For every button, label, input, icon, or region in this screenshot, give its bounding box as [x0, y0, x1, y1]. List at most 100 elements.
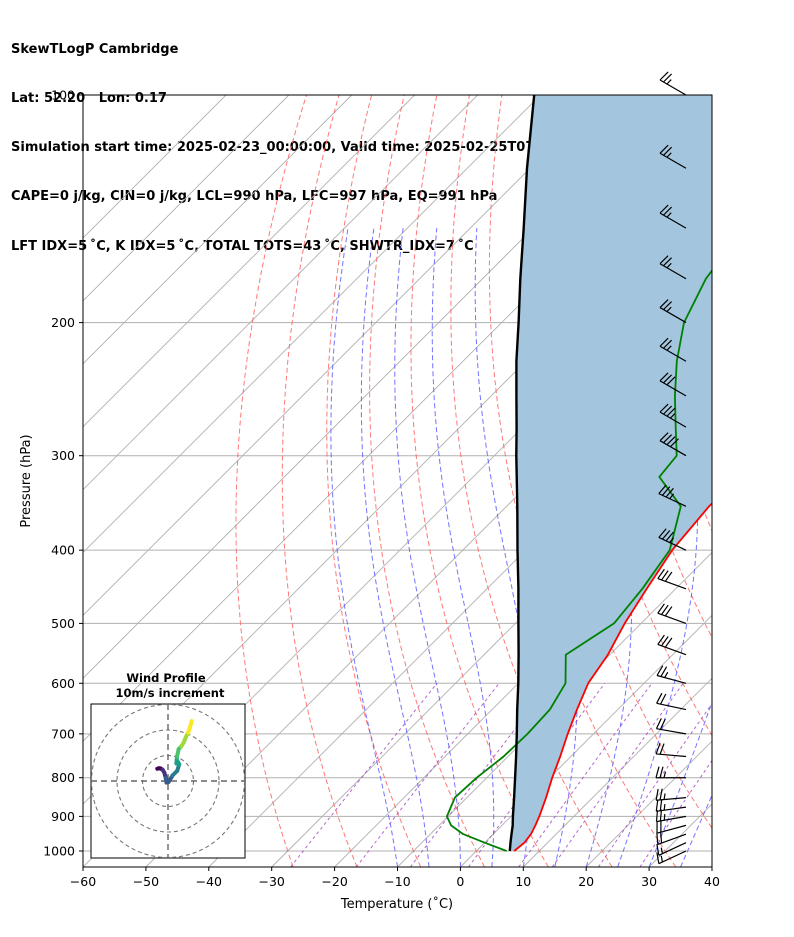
wind-barb-flag — [663, 405, 673, 415]
wind-barb-flag — [661, 486, 671, 496]
wind-barb-halfflag — [669, 537, 675, 543]
wind-barb-halfflag — [666, 212, 672, 218]
wind-barb-flag — [656, 665, 664, 676]
wind-barb-flag — [655, 799, 659, 812]
y-tick-label-400: 400 — [51, 543, 75, 558]
wind-barb-750 — [655, 743, 687, 758]
wind-barb-halfflag — [666, 152, 672, 158]
cape-shading-area — [509, 95, 712, 851]
wind-barb-flag — [659, 372, 669, 382]
wind-barb-halfflag — [663, 803, 666, 811]
wind-barb-flag — [659, 432, 669, 442]
wind-barb-staff — [656, 728, 687, 735]
wind-barb-flag — [666, 407, 676, 417]
mixing-ratio-0.4 — [290, 682, 438, 867]
x-tick-label-30: 30 — [641, 874, 657, 889]
wind-barb-925 — [656, 820, 687, 834]
wind-barb-flag — [659, 788, 663, 800]
x-tick-label-20: 20 — [578, 874, 594, 889]
wind-barb-flag — [655, 718, 662, 729]
series-parcel-line — [508, 95, 536, 852]
x-tick-label--20: −20 — [321, 874, 347, 889]
wind-barb-125 — [659, 144, 687, 169]
wind-barb-staff — [657, 833, 687, 845]
wind-barb-staff — [658, 493, 687, 507]
wind-barb-flag — [660, 831, 663, 844]
wind-barb-flag — [661, 636, 669, 647]
wind-barb-flag — [658, 484, 667, 495]
wind-barb-staff — [659, 152, 687, 169]
wind-barbs — [655, 71, 687, 865]
wind-barb-staff — [657, 612, 687, 624]
isotherm--150 — [83, 95, 290, 302]
wind-barb-flag — [663, 206, 673, 216]
y-tick-label-300: 300 — [51, 448, 75, 463]
series-temperature-line — [513, 502, 712, 852]
x-tick-label-10: 10 — [515, 874, 531, 889]
wind-barb-flag — [656, 832, 659, 845]
wind-barb-flag — [665, 487, 674, 498]
wind-barb-staff — [659, 263, 687, 280]
hodograph-title: Wind Profile — [126, 671, 206, 685]
dry-adiabat-20 — [450, 95, 613, 867]
wind-barb-200 — [659, 299, 687, 324]
wind-barb-flag — [661, 604, 669, 615]
wind-barb-flag — [655, 810, 659, 822]
wind-barb-flag — [659, 743, 665, 755]
wind-barb-staff — [656, 824, 687, 834]
profile-lines — [446, 95, 712, 852]
wind-barb-flag — [660, 693, 667, 705]
isotherm--140 — [83, 95, 353, 365]
wind-barb-350 — [658, 484, 687, 507]
y-tick-label-700: 700 — [51, 726, 75, 741]
dry-adiabat-110 — [763, 95, 794, 867]
wind-barb-400 — [658, 528, 687, 551]
y-tick-label-800: 800 — [51, 770, 75, 785]
wind-barb-flag — [663, 434, 673, 444]
hodograph-segment — [187, 719, 194, 730]
wind-barb-staff — [657, 577, 687, 590]
y-tick-label-1000: 1000 — [43, 843, 75, 858]
wind-barb-staff — [658, 842, 687, 856]
wind-barb-flag — [655, 766, 660, 778]
wind-barb-flag — [666, 436, 676, 446]
wind-barb-flag — [659, 403, 669, 413]
moist-adiabat-25 — [617, 228, 699, 867]
wind-barb-halfflag — [666, 262, 672, 269]
hodograph-inset: Wind Profile 10m/s increment — [90, 671, 246, 859]
moist-adiabat--5 — [360, 228, 430, 867]
mixing-ratio-24 — [639, 759, 712, 867]
wind-barb-halfflag — [666, 79, 672, 85]
wind-barb-flag — [659, 337, 669, 347]
y-axis-label: Pressure (hPa) — [19, 434, 34, 527]
wind-barb-flag — [659, 144, 669, 154]
series-dewpoint-line — [446, 269, 712, 852]
wind-barb-staff — [656, 806, 687, 812]
wind-barb-flag — [656, 852, 660, 864]
wind-barb-halfflag — [664, 671, 669, 678]
mixing-ratio-16 — [597, 702, 712, 867]
wind-barb-flag — [658, 528, 667, 538]
wind-barb-flag — [657, 634, 665, 645]
wind-barb-450 — [657, 568, 687, 590]
wind-barb-flag — [659, 766, 664, 778]
y-tick-label-900: 900 — [51, 809, 75, 824]
axes: −60 −50 −40 −30 −20 −10 0 10 20 30 40 1000 900 800 700… — [43, 88, 720, 890]
wind-barb-flag — [663, 374, 673, 384]
wind-barb-staff — [658, 850, 687, 865]
wind-barb-flag — [657, 603, 665, 614]
wind-barb-650 — [656, 692, 687, 711]
y-tick-label-100: 100 — [51, 88, 75, 103]
wind-barb-300 — [659, 432, 687, 457]
wind-barb-150 — [659, 204, 687, 229]
wind-barb-550 — [657, 634, 687, 656]
wind-barb-staff — [656, 797, 687, 801]
x-tick-label--40: −40 — [196, 874, 222, 889]
wind-barb-flag — [655, 743, 661, 755]
wind-barb-900 — [655, 809, 687, 823]
hodograph-plot — [91, 704, 245, 858]
wind-barb-staff — [656, 674, 687, 684]
wind-barb-975 — [656, 842, 687, 856]
wind-barb-flag — [659, 255, 669, 265]
